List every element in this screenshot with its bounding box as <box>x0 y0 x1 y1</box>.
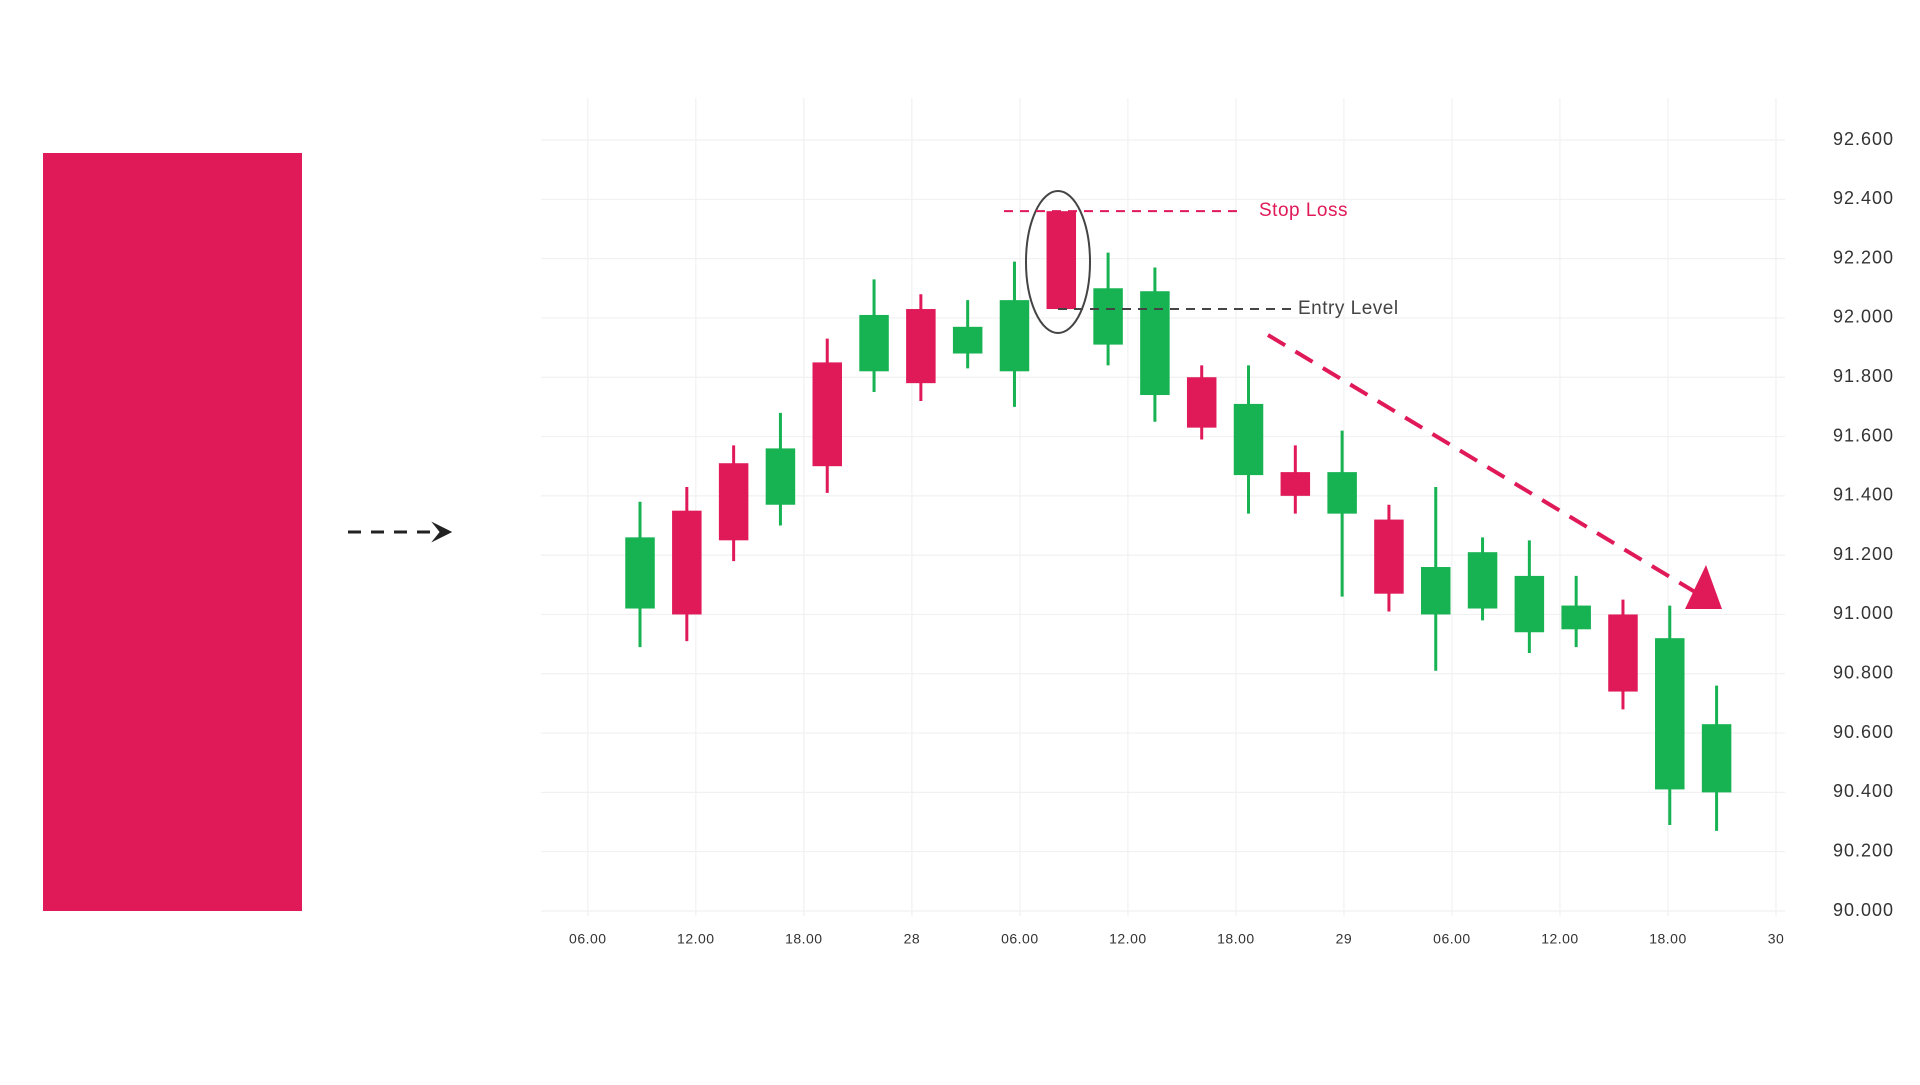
candle-body <box>1655 638 1685 790</box>
candle-body <box>1374 519 1404 594</box>
candle-body <box>625 537 655 609</box>
x-tick-label: 06.00 <box>569 931 607 947</box>
candle-body <box>1420 567 1451 615</box>
y-tick-label: 91.400 <box>1833 485 1894 505</box>
x-tick-label: 28 <box>904 931 921 947</box>
x-tick-label: 06.00 <box>1001 931 1039 947</box>
candle-body <box>812 362 842 467</box>
candle-body <box>1701 724 1732 793</box>
annotations: Stop Loss Entry Level <box>1004 190 1722 609</box>
candle-body <box>859 314 889 372</box>
x-tick-label: 30 <box>1768 931 1785 947</box>
annotation-label: Stop Loss <box>1259 200 1348 221</box>
y-tick-label: 91.600 <box>1833 425 1894 445</box>
annotation-label: Entry Level <box>1298 298 1399 319</box>
y-tick-label: 92.400 <box>1833 188 1894 208</box>
x-tick-label: 18.00 <box>785 931 823 947</box>
y-tick-label: 92.600 <box>1833 129 1894 149</box>
candle-illustration <box>43 153 302 911</box>
candle-body <box>1467 552 1498 609</box>
x-tick-label: 12.00 <box>677 931 715 947</box>
candle-body <box>906 309 936 384</box>
grid: 90.000 90.200 90.400 90.600 90.800 91.000 91.2… <box>541 98 1894 947</box>
candle-body <box>999 300 1030 372</box>
candle-body <box>1046 211 1077 310</box>
highlight-ellipse <box>1025 190 1091 334</box>
x-tick-label: 06.00 <box>1433 931 1471 947</box>
candle-body <box>1186 377 1217 428</box>
candle-body <box>1233 403 1264 476</box>
x-tick-label: 29 <box>1336 931 1353 947</box>
x-tick-label: 12.00 <box>1109 931 1147 947</box>
x-tick-label: 18.00 <box>1217 931 1255 947</box>
y-tick-label: 91.800 <box>1833 366 1894 386</box>
y-tick-label: 90.800 <box>1833 663 1894 683</box>
y-tick-label: 90.600 <box>1833 722 1894 742</box>
candle-body <box>718 463 749 541</box>
candle-body <box>952 326 983 354</box>
candle-body <box>765 448 796 505</box>
y-tick-label: 91.000 <box>1833 603 1894 623</box>
x-tick-label: 12.00 <box>1541 931 1579 947</box>
candle-body <box>1608 614 1638 692</box>
candle-body <box>1280 472 1311 496</box>
candle-body <box>1140 291 1170 396</box>
y-tick-label: 90.400 <box>1833 781 1894 801</box>
y-tick-label: 91.200 <box>1833 544 1894 564</box>
y-tick-label: 92.000 <box>1833 307 1894 327</box>
trend-arrow <box>1266 333 1702 597</box>
candle-body <box>672 510 702 615</box>
candle-body <box>1561 605 1591 630</box>
candles <box>625 211 1732 831</box>
candle-body <box>1327 472 1357 514</box>
y-tick-label: 90.000 <box>1833 900 1894 920</box>
y-tick-label: 90.200 <box>1833 840 1894 860</box>
trend-arrow-head <box>1685 565 1722 609</box>
x-tick-label: 18.00 <box>1649 931 1687 947</box>
candle-body <box>1093 288 1123 345</box>
y-tick-label: 92.200 <box>1833 247 1894 267</box>
candle-body <box>1514 575 1545 633</box>
